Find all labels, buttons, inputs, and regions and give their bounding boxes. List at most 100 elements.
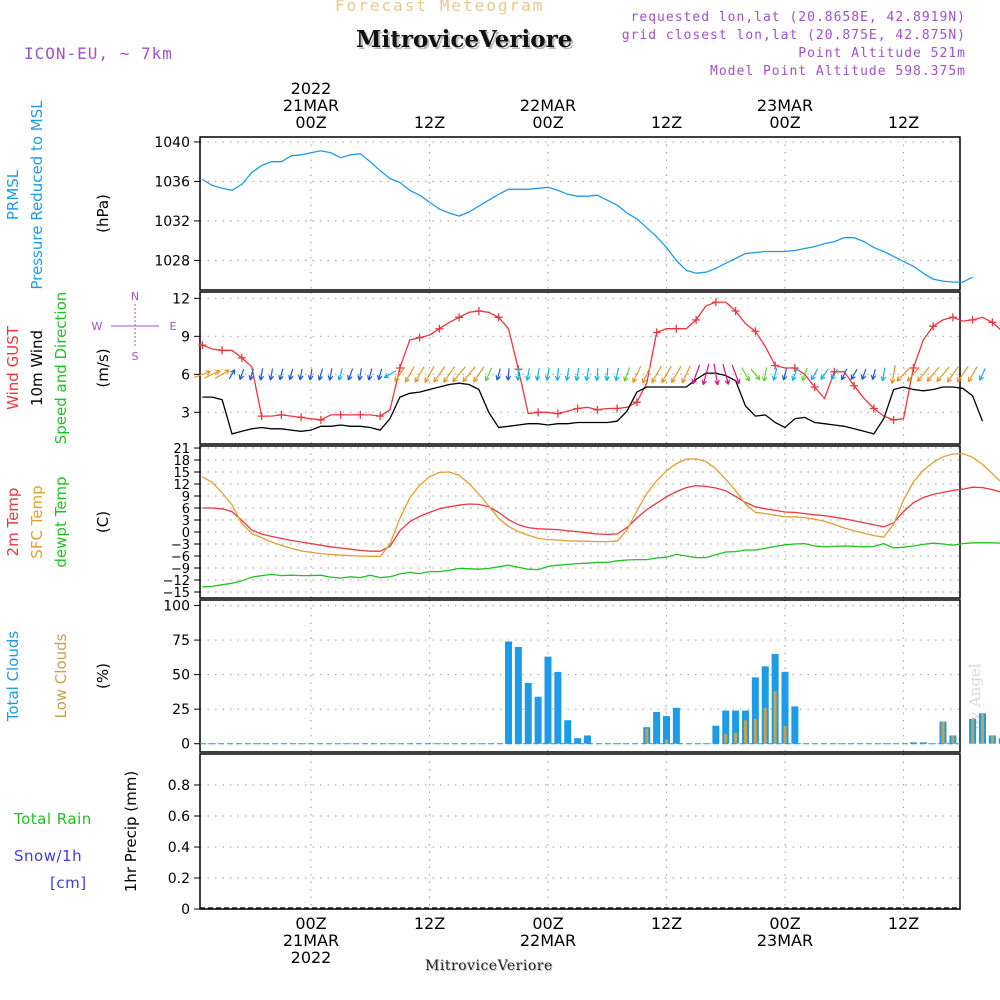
wind-arrow [978,368,986,381]
wind-arrow [367,368,373,381]
wind-arrow [228,369,236,380]
wind-arrow [394,366,406,382]
gust-marker [652,328,661,337]
wind-arrow [288,368,294,381]
wind-arrow [916,366,930,382]
wind-series-line [202,301,1000,421]
gust-marker [237,353,246,362]
wind-arrow [906,366,920,382]
gust-marker [909,364,918,372]
gust-marker [751,327,760,336]
gust-marker [968,315,977,324]
total-cloud-bar [584,735,591,744]
gust-marker [613,404,622,413]
wind-arrow [641,365,652,384]
low-cloud-bar [665,739,668,744]
pressure-series-line [202,150,973,283]
wind-arrow [623,367,631,382]
clouds-ytick-label: 100 [163,599,190,615]
clouds-ytick-label: 75 [172,633,190,649]
gust-marker [534,408,543,417]
wind-arrow [544,368,551,381]
wind-arrow [495,368,501,381]
temperature-axis-label: SFC Temp [28,485,46,558]
wind-arrow [967,366,978,383]
wind-arrow [357,368,363,381]
wind-arrow [781,368,788,381]
total-cloud-bar [732,710,740,744]
gust-marker [850,381,859,390]
top-time-label: 23MAR [757,96,813,115]
wind-arrow [584,367,590,382]
wind-arrow [896,367,911,382]
compass-south: S [132,350,139,363]
wind-arrow [651,365,662,384]
clouds-ytick-label: 0 [181,737,190,753]
low-cloud-bar [783,725,787,744]
wind-unit-label: (m/s) [94,348,112,387]
wind-arrow [462,366,476,383]
total-cloud-bar [791,706,799,744]
total-cloud-bar [998,738,1000,744]
wind-arrow [840,368,848,381]
total-cloud-bar [751,677,759,744]
wind-arrow [554,367,561,381]
gust-marker [257,412,266,421]
top-time-label: 12Z [651,113,682,132]
wind-arrow [926,366,940,382]
gust-marker [948,313,957,322]
bottom-time-label: 12Z [888,914,919,933]
temperature-axis-label: dewpt Temp [52,476,70,567]
total-cloud-bar [712,725,720,744]
wind-arrow [741,367,750,382]
low-cloud-bar [645,728,649,744]
bottom-location: MitroviceVeriore [425,958,553,974]
wind-arrow [820,368,829,381]
wind-arrow [936,366,950,383]
wind-arrow [713,363,720,386]
total-cloud-bar [663,716,670,744]
total-cloud-bar [761,666,769,744]
low-cloud-bar [911,742,915,744]
pressure-ytick-label: 1028 [154,253,190,269]
temperature-series-line [202,452,1000,558]
meteogram-subtitle: Forecast Meteogram [335,0,545,15]
temperature-ytick-label: 3 [182,514,190,529]
location-title: MitroviceVeriore [356,26,573,53]
precip-ytick-label: 0.2 [168,871,190,887]
temperature-ytick-label: 0 [182,526,190,541]
wind-arrow [317,368,324,381]
wind-arrow [564,367,571,381]
precip-legend-label: [cm] [50,874,87,892]
low-cloud-bar [724,734,728,744]
total-cloud-bar [722,710,730,744]
temperature-ytick-label: 21 [173,442,190,457]
wind-ytick-label: 12 [172,291,190,307]
wind-arrow [414,366,425,383]
wind-arrow [214,369,230,380]
gust-marker [711,298,720,307]
wind-arrow [691,364,701,385]
wind-arrow [632,365,642,383]
total-cloud-bar [554,671,562,744]
wind-arrow [327,368,334,381]
temperature-ytick-label: −15 [163,586,190,601]
wind-arrow [860,368,867,381]
precip-unit-label: 1hr Precip (mm) [122,771,140,892]
wind-arrow [248,368,254,381]
wind-arrow [810,368,819,381]
bottom-time-label: 12Z [414,914,445,933]
wind-arrow [515,368,521,381]
grid-coords: grid closest lon,lat (20.875E, 42.875N) [621,28,966,43]
gust-marker [731,307,740,315]
wind-axis-label: 10m Wind [28,330,46,406]
wind-axis-label: Speed and Direction [52,292,70,445]
temperature-ytick-label: −12 [163,574,190,589]
wind-arrow [801,367,808,382]
wind-arrow [473,366,485,383]
wind-arrow [443,366,456,383]
bottom-time-label: 12Z [651,914,682,933]
wind-arrow [505,368,512,381]
wind-arrow [889,365,896,384]
gust-marker [988,318,997,327]
